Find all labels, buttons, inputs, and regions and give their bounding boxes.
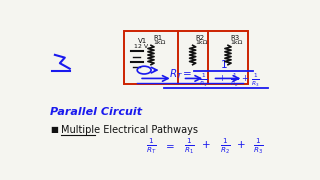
Text: $\frac{1}{R_3}$: $\frac{1}{R_3}$ bbox=[253, 136, 263, 156]
Bar bbox=[124, 31, 248, 84]
Text: $+$: $+$ bbox=[236, 140, 246, 150]
Text: $R_T =$: $R_T =$ bbox=[169, 67, 193, 81]
Text: Parallel Circuit: Parallel Circuit bbox=[50, 107, 142, 117]
Text: R2: R2 bbox=[195, 35, 204, 41]
Text: $1$: $1$ bbox=[220, 58, 227, 70]
Text: $\frac{1}{R_1}$: $\frac{1}{R_1}$ bbox=[199, 72, 208, 89]
Text: $+$: $+$ bbox=[218, 73, 226, 83]
Text: ■: ■ bbox=[50, 125, 58, 134]
Text: R1: R1 bbox=[154, 35, 163, 41]
Text: R3: R3 bbox=[230, 35, 240, 41]
Text: 12 V: 12 V bbox=[134, 44, 148, 49]
Text: $\frac{1}{R_1}$: $\frac{1}{R_1}$ bbox=[184, 136, 194, 156]
Text: V1: V1 bbox=[138, 38, 147, 44]
Text: $+$: $+$ bbox=[201, 140, 211, 150]
Text: Multiple Electrical Pathways: Multiple Electrical Pathways bbox=[61, 125, 198, 135]
Text: $\frac{1}{R_2}$: $\frac{1}{R_2}$ bbox=[220, 136, 230, 156]
Text: $=$: $=$ bbox=[163, 140, 175, 150]
Text: $\frac{1}{R_2}$: $\frac{1}{R_2}$ bbox=[230, 72, 239, 89]
Text: $\frac{1}{R_3}$: $\frac{1}{R_3}$ bbox=[251, 72, 260, 89]
Text: 1kΩ: 1kΩ bbox=[154, 40, 166, 45]
Text: 1kΩ: 1kΩ bbox=[230, 40, 243, 45]
Text: 1kΩ: 1kΩ bbox=[195, 40, 207, 45]
Text: $+$: $+$ bbox=[241, 73, 249, 83]
Text: $\frac{1}{R_T}$: $\frac{1}{R_T}$ bbox=[146, 136, 157, 156]
